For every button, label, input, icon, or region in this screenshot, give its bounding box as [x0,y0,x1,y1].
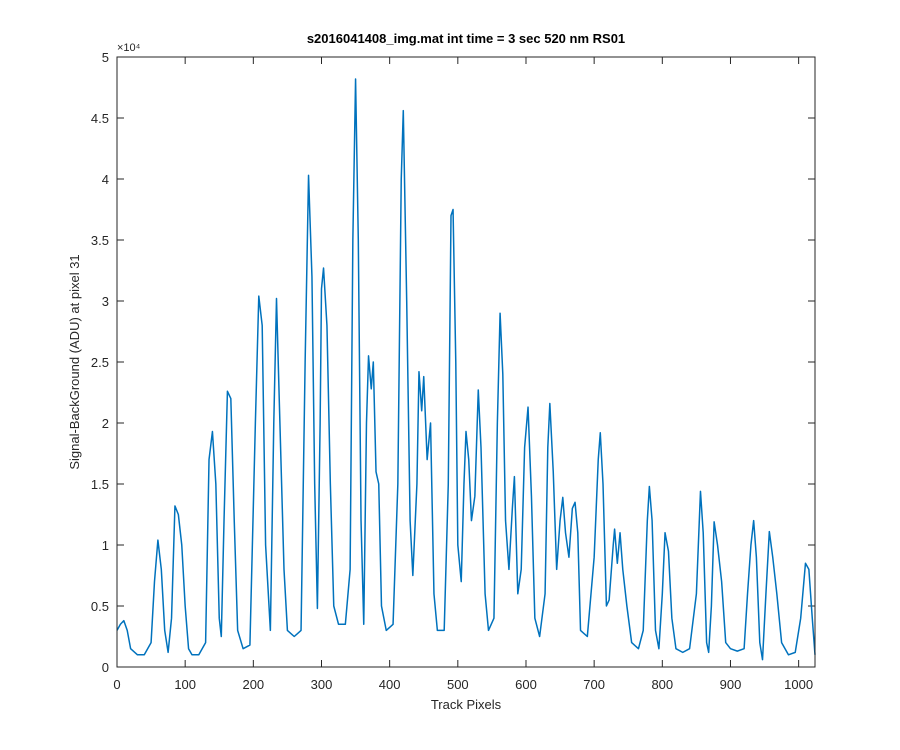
x-tick-label: 200 [242,677,264,692]
y-tick-label: 0 [102,660,109,675]
x-tick-label: 300 [311,677,333,692]
x-tick-label: 100 [174,677,196,692]
x-tick-label: 600 [515,677,537,692]
plot-frame [116,56,816,668]
y-exponent: ×10⁴ [117,42,141,54]
y-tick-label: 3 [102,294,109,309]
x-tick-label: 800 [651,677,673,692]
data-line [116,78,816,661]
chart-title: s2016041408_img.mat int time = 3 sec 520… [307,31,625,46]
x-tick-label: 700 [583,677,605,692]
x-axis-label: Track Pixels [431,697,502,712]
y-tick-label: 1.5 [91,477,109,492]
y-axis-label: Signal-BackGround (ADU) at pixel 31 [67,254,82,469]
y-tick-label: 2.5 [91,355,109,370]
y-tick-label: 3.5 [91,233,109,248]
y-tick-label: 1 [102,538,109,553]
y-tick-label: 0.5 [91,599,109,614]
x-tick-label: 900 [720,677,742,692]
y-tick-label: 5 [102,50,109,65]
y-tick-label: 4.5 [91,111,109,126]
y-tick-label: 4 [102,172,109,187]
x-tick-label: 500 [447,677,469,692]
x-tick-label: 0 [113,677,120,692]
x-tick-label: 1000 [784,677,813,692]
y-tick-label: 2 [102,416,109,431]
x-tick-label: 400 [379,677,401,692]
